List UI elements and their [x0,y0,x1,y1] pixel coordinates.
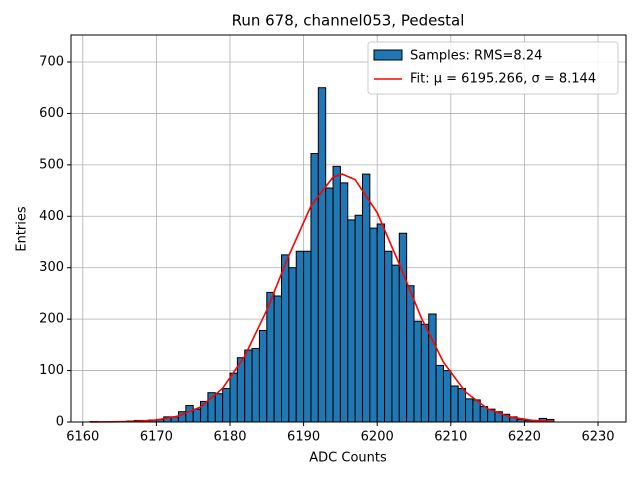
x-tick-label: 6170 [140,430,173,445]
legend-swatch [373,49,403,61]
x-axis-label: ADC Counts [309,451,387,466]
y-tick-label: 0 [56,415,64,430]
bar [457,388,467,423]
bar [376,223,386,423]
x-tick-label: 6190 [287,430,320,445]
bar [347,219,356,423]
bar [361,173,371,423]
bar [406,285,415,423]
bar [236,357,246,423]
bar [413,320,422,423]
bar [214,393,224,423]
x-tick-label: 6180 [213,430,246,445]
bar [420,323,430,423]
bar [435,364,444,423]
bar [398,232,408,423]
bar [369,227,378,423]
x-tick-label: 6220 [508,430,541,445]
bar [185,405,194,423]
y-tick-label: 400 [39,209,64,224]
bar [192,408,202,423]
chart-title: Run 678, channel053, Pedestal [232,12,465,30]
bar [465,398,474,423]
bar [354,214,363,423]
x-tick-label: 6160 [66,430,99,445]
bar [288,267,297,423]
y-tick-label: 500 [39,157,64,172]
legend-box [367,41,619,95]
bar [258,329,268,423]
plot-frame [70,34,627,423]
fit-line [90,173,554,423]
x-tick-label: 6200 [361,430,394,445]
bar [332,165,341,423]
y-tick-label: 300 [39,260,64,275]
bar [303,250,312,423]
bar [295,250,305,423]
y-tick-label: 200 [39,312,64,327]
bar [273,295,283,423]
bar [384,250,393,423]
bar [310,153,319,423]
bar [229,372,238,423]
legend-label: Samples: RMS=8.24 [410,49,542,64]
y-tick-label: 700 [39,55,64,70]
bar [391,264,400,423]
bar [266,291,275,423]
x-tick-label: 6210 [434,430,467,445]
bar [428,313,437,423]
x-tick-label: 6230 [581,430,614,445]
bar [244,349,253,423]
bar [339,182,349,423]
y-tick-label: 100 [39,363,64,378]
bar [317,87,327,423]
bar [222,388,231,423]
legend-label: Fit: μ = 6195.266, σ = 8.144 [410,72,596,87]
bar [281,254,290,423]
bar [442,370,452,423]
bar [251,347,260,423]
y-tick-label: 600 [39,106,64,121]
y-axis-label: Entries [15,206,30,252]
bar [450,385,459,423]
bar [325,187,334,423]
